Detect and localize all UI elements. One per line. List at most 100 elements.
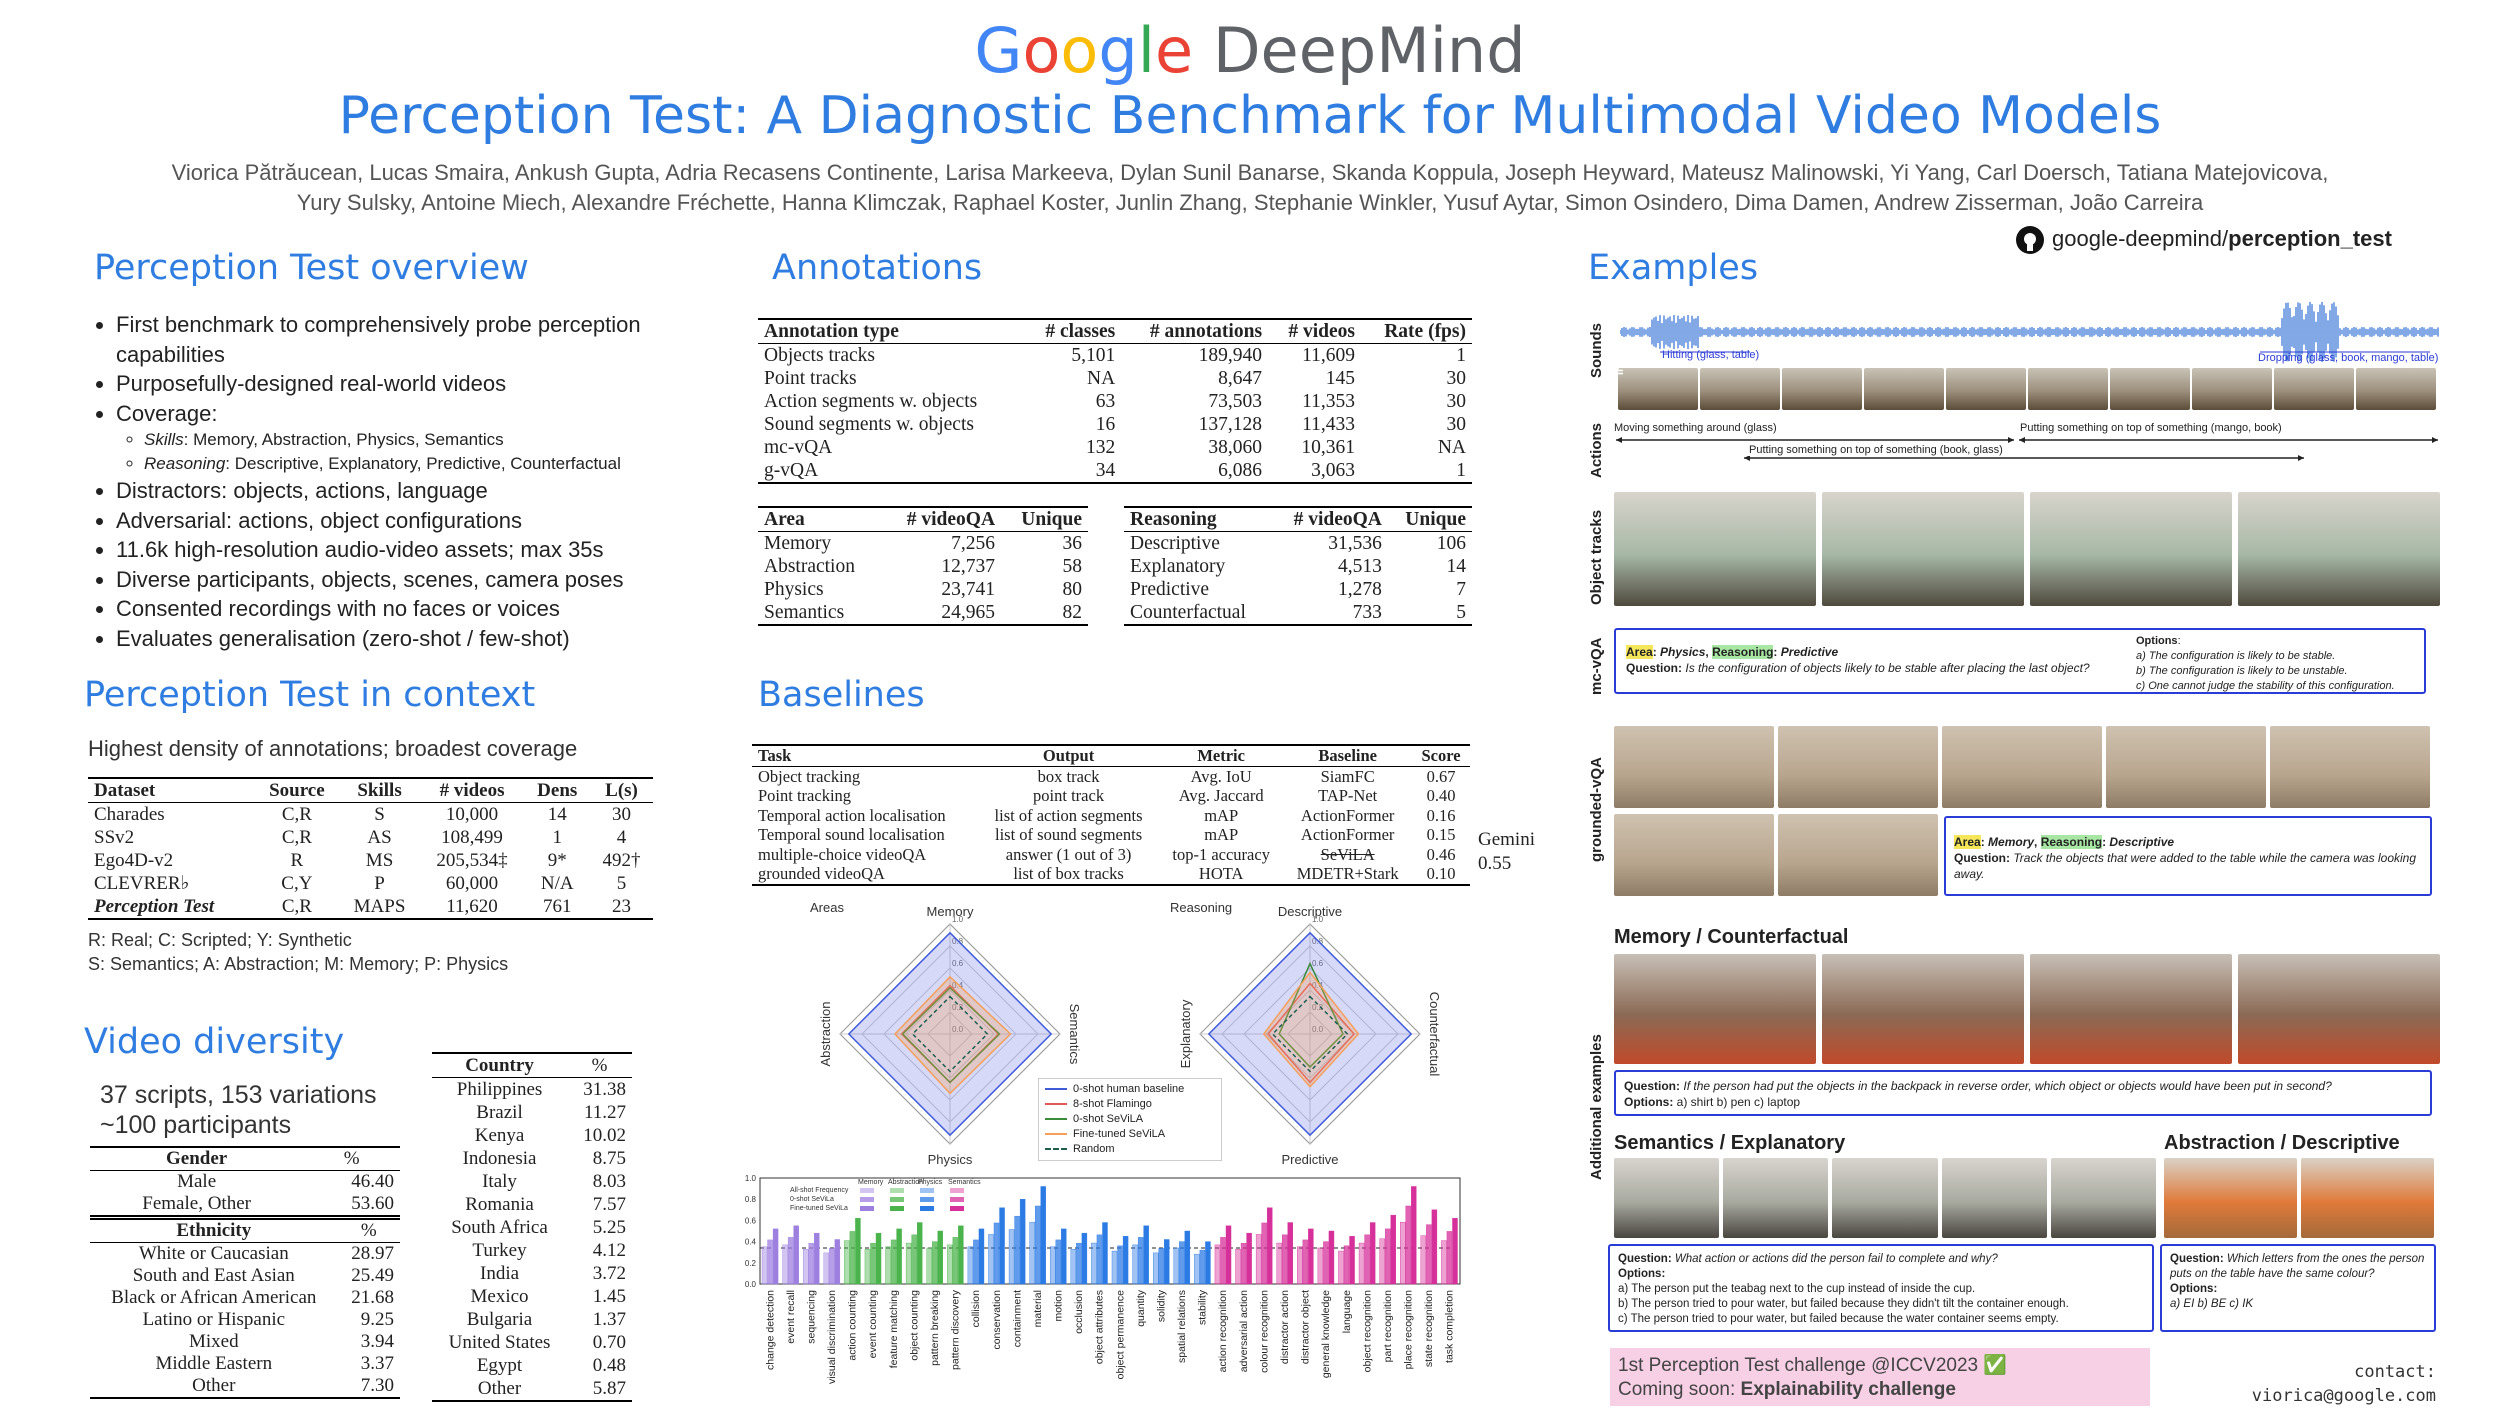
cell: mAP	[1204, 805, 1239, 825]
bar	[1246, 1232, 1252, 1285]
video-frame	[1941, 1158, 2047, 1238]
bar	[823, 1252, 829, 1285]
area-label: Area	[1626, 645, 1653, 659]
legend-entry: Fine-tuned SeViLA	[1045, 1127, 1215, 1142]
bar	[1261, 1222, 1267, 1285]
table-row: Point tracking point track Avg. Jaccard TAP…	[752, 786, 1470, 806]
bar	[1076, 1243, 1082, 1285]
radar-series-4	[911, 995, 989, 1073]
cell: 4	[616, 827, 627, 848]
bar-x-tick-label: visual discrimination	[826, 1290, 838, 1384]
cell: 7,256	[951, 533, 996, 554]
bar	[1349, 1236, 1355, 1285]
legend-label: Random	[1073, 1143, 1115, 1155]
cell: C,R	[281, 827, 312, 848]
cell: 3.37	[360, 1353, 394, 1374]
bar	[1014, 1215, 1020, 1285]
abstraction-heading: Abstraction / Descriptive	[2164, 1132, 2400, 1154]
bar-legend-group: Abstraction	[888, 1179, 923, 1186]
option: c) One cannot judge the stability of thi…	[2136, 680, 2395, 692]
radar-axis-label: Abstraction	[818, 1001, 833, 1066]
table-row: Middle Eastern 3.37	[90, 1353, 400, 1375]
bar	[937, 1230, 943, 1285]
radar-tick-label: 0.0	[952, 1025, 964, 1034]
cell: Ego4D-v2	[94, 850, 174, 871]
abstraction-box: Question: Which letters from the ones th…	[2160, 1244, 2436, 1332]
table-row: CLEVRER♭ C,Y P 60,000 N/A 5	[88, 872, 653, 895]
cell: Female, Other	[142, 1193, 251, 1214]
cell: 189,940	[1198, 345, 1263, 366]
annotations-table: Annotation type # classes # annotations …	[758, 318, 1472, 484]
cell: Memory	[764, 533, 832, 554]
bar-legend-swatch	[890, 1206, 904, 1211]
cell: 63	[1095, 391, 1116, 412]
video-frame	[2270, 726, 2430, 808]
table-row: Descriptive 31,536 106	[1124, 532, 1472, 556]
table-row: South Africa 5.25	[432, 1216, 632, 1239]
table-row: g-vQA 34 6,086 3,063 1	[758, 459, 1472, 483]
radar-series-3	[1262, 971, 1360, 1088]
legend-line: R: Real; C: Scripted; Y: Synthetic	[88, 930, 352, 950]
cell: 11,433	[1302, 414, 1356, 435]
cell: MDETR+Stark	[1296, 864, 1399, 883]
col-header: Output	[1042, 746, 1095, 765]
cell: AS	[367, 827, 392, 848]
bar-x-tick-label: solidity	[1155, 1289, 1167, 1322]
cell: 0.16	[1426, 805, 1456, 825]
table-row: Female, Other 53.60	[90, 1193, 400, 1216]
radar-tick-label: 0.4	[952, 981, 964, 990]
bar	[1091, 1242, 1097, 1285]
bar	[1323, 1241, 1329, 1285]
cell: Kenya	[474, 1125, 525, 1146]
table-row: Physics 23,741 80	[758, 578, 1088, 601]
video-frame	[1614, 814, 1774, 896]
video-frame	[1778, 814, 1938, 896]
cell: 0.46	[1426, 844, 1456, 864]
cell: multiple-choice videoQA	[758, 844, 927, 864]
bar-legend-swatch	[950, 1206, 964, 1211]
cell: 5,101	[1071, 345, 1116, 366]
mcvqa-box: Area: Physics, Reasoning: Predictive Que…	[1614, 628, 2426, 694]
bar	[1143, 1225, 1149, 1285]
radar-tick-label: 0.6	[952, 959, 964, 968]
col-header: Area	[764, 509, 805, 530]
bar	[814, 1232, 820, 1285]
context-table: Dataset Source Skills # videos Dens L(s)…	[88, 777, 653, 920]
bar-x-tick-label: spatial relations	[1176, 1290, 1188, 1363]
table-row: Sound segments w. objects 16 137,128 11,433…	[758, 413, 1472, 436]
cell: 132	[1085, 437, 1116, 458]
col-header: # annotations	[1149, 321, 1263, 342]
legend-line: S: Semantics; A: Abstraction; M: Memory;…	[88, 954, 509, 974]
video-frame	[1614, 492, 1816, 606]
col-header: %	[343, 1148, 360, 1169]
bar	[993, 1222, 1000, 1285]
options-label: Options	[2170, 1283, 2214, 1295]
audio-waveform	[1620, 302, 2439, 362]
col-header: Task	[758, 746, 792, 765]
cell: 10,361	[1301, 437, 1356, 458]
table-row: Other 7.30	[90, 1375, 400, 1398]
col-header: Unique	[1405, 509, 1466, 530]
contact-email[interactable]: viorica@google.com	[2251, 1386, 2436, 1406]
cell: 38,060	[1208, 437, 1263, 458]
bar	[1019, 1199, 1026, 1285]
bar	[896, 1228, 902, 1285]
bar	[1040, 1186, 1046, 1285]
cell: list of sound segments	[995, 825, 1143, 844]
cell: ActionFormer	[1300, 805, 1395, 825]
github-link[interactable]: google-deepmind/perception_test	[2016, 226, 2392, 255]
video-frame	[2164, 1158, 2297, 1238]
bar-legend-swatch	[920, 1206, 934, 1211]
radar-series-0	[1207, 931, 1413, 1137]
col-header: %	[360, 1220, 377, 1241]
video-frame	[1614, 1158, 1720, 1238]
bar	[1184, 1230, 1191, 1285]
cell: 8.03	[592, 1171, 626, 1192]
bar	[1266, 1207, 1273, 1285]
col-header: Score	[1421, 746, 1461, 765]
gemini-note: Gemini 0.55	[1478, 828, 1535, 876]
col-header: # videoQA	[906, 509, 996, 530]
cell: Object tracking	[758, 766, 861, 786]
table-row: Charades C,R S 10,000 14 30	[88, 803, 653, 827]
cell: Avg. Jaccard	[1178, 786, 1264, 805]
